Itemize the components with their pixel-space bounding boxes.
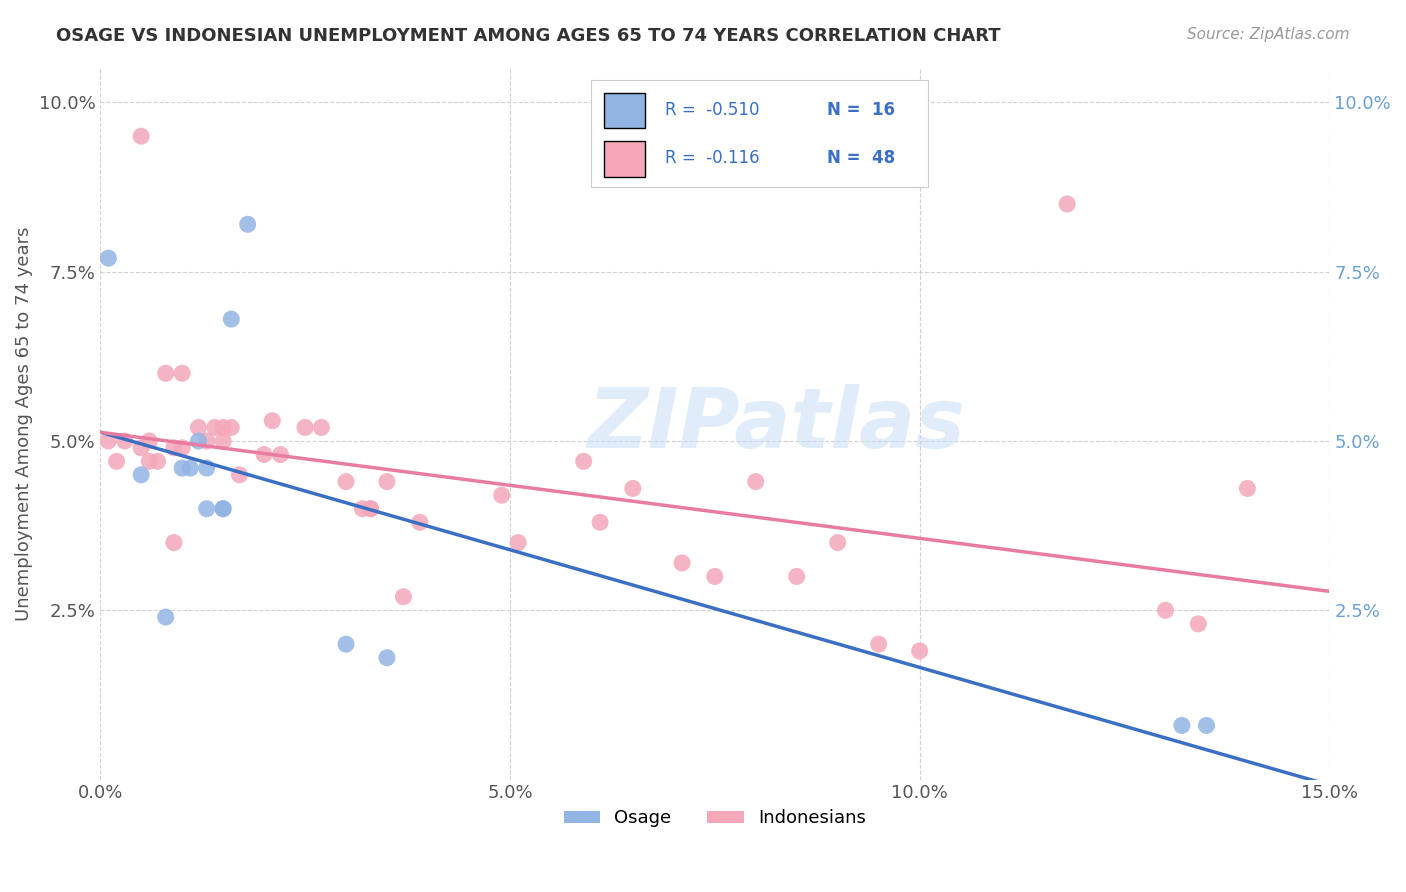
Point — [155, 610, 177, 624]
Y-axis label: Unemployment Among Ages 65 to 74 years: Unemployment Among Ages 65 to 74 years — [15, 227, 32, 622]
Point — [1187, 616, 1209, 631]
Point — [1171, 718, 1194, 732]
Point — [294, 420, 316, 434]
Point — [621, 482, 644, 496]
Point — [703, 569, 725, 583]
Point — [172, 441, 194, 455]
Point — [868, 637, 890, 651]
Point — [262, 414, 284, 428]
Point — [335, 637, 357, 651]
Point — [114, 434, 136, 448]
Point — [187, 420, 209, 434]
FancyBboxPatch shape — [605, 93, 644, 128]
Point — [1195, 718, 1218, 732]
Point — [195, 434, 218, 448]
Point — [219, 420, 242, 434]
Point — [146, 454, 169, 468]
Point — [187, 434, 209, 448]
Point — [212, 501, 235, 516]
Point — [409, 515, 432, 529]
Point — [392, 590, 415, 604]
Point — [253, 448, 276, 462]
Point — [204, 420, 226, 434]
Point — [195, 501, 218, 516]
Point — [97, 434, 120, 448]
Text: OSAGE VS INDONESIAN UNEMPLOYMENT AMONG AGES 65 TO 74 YEARS CORRELATION CHART: OSAGE VS INDONESIAN UNEMPLOYMENT AMONG A… — [56, 27, 1001, 45]
Text: N =  16: N = 16 — [827, 102, 894, 120]
Point — [129, 441, 152, 455]
Point — [375, 475, 398, 489]
Point — [671, 556, 693, 570]
Point — [179, 461, 201, 475]
Point — [228, 467, 250, 482]
Text: R =  -0.510: R = -0.510 — [665, 102, 759, 120]
Point — [155, 366, 177, 380]
Point — [212, 501, 235, 516]
Point — [195, 461, 218, 475]
Point — [105, 454, 128, 468]
Point — [163, 441, 186, 455]
Point — [219, 312, 242, 326]
Point — [506, 535, 529, 549]
Point — [236, 217, 259, 231]
Point — [827, 535, 849, 549]
Point — [375, 650, 398, 665]
Point — [1056, 197, 1078, 211]
Point — [172, 366, 194, 380]
Point — [138, 454, 160, 468]
Point — [129, 129, 152, 144]
Point — [360, 501, 382, 516]
Text: R =  -0.116: R = -0.116 — [665, 150, 759, 168]
Point — [129, 467, 152, 482]
Point — [212, 434, 235, 448]
Point — [97, 251, 120, 265]
FancyBboxPatch shape — [605, 141, 644, 177]
Point — [163, 535, 186, 549]
Point — [138, 434, 160, 448]
Point — [1154, 603, 1177, 617]
Point — [1236, 482, 1258, 496]
Point — [908, 644, 931, 658]
Text: Source: ZipAtlas.com: Source: ZipAtlas.com — [1187, 27, 1350, 42]
Point — [589, 515, 612, 529]
Text: N =  48: N = 48 — [827, 150, 894, 168]
Legend: Osage, Indonesians: Osage, Indonesians — [557, 802, 873, 835]
Point — [360, 501, 382, 516]
Point — [311, 420, 333, 434]
Point — [269, 448, 291, 462]
Point — [786, 569, 808, 583]
Point — [745, 475, 768, 489]
Point — [352, 501, 374, 516]
Point — [212, 420, 235, 434]
Text: ZIPatlas: ZIPatlas — [588, 384, 965, 465]
Point — [335, 475, 357, 489]
Point — [172, 461, 194, 475]
Point — [491, 488, 513, 502]
Point — [572, 454, 595, 468]
